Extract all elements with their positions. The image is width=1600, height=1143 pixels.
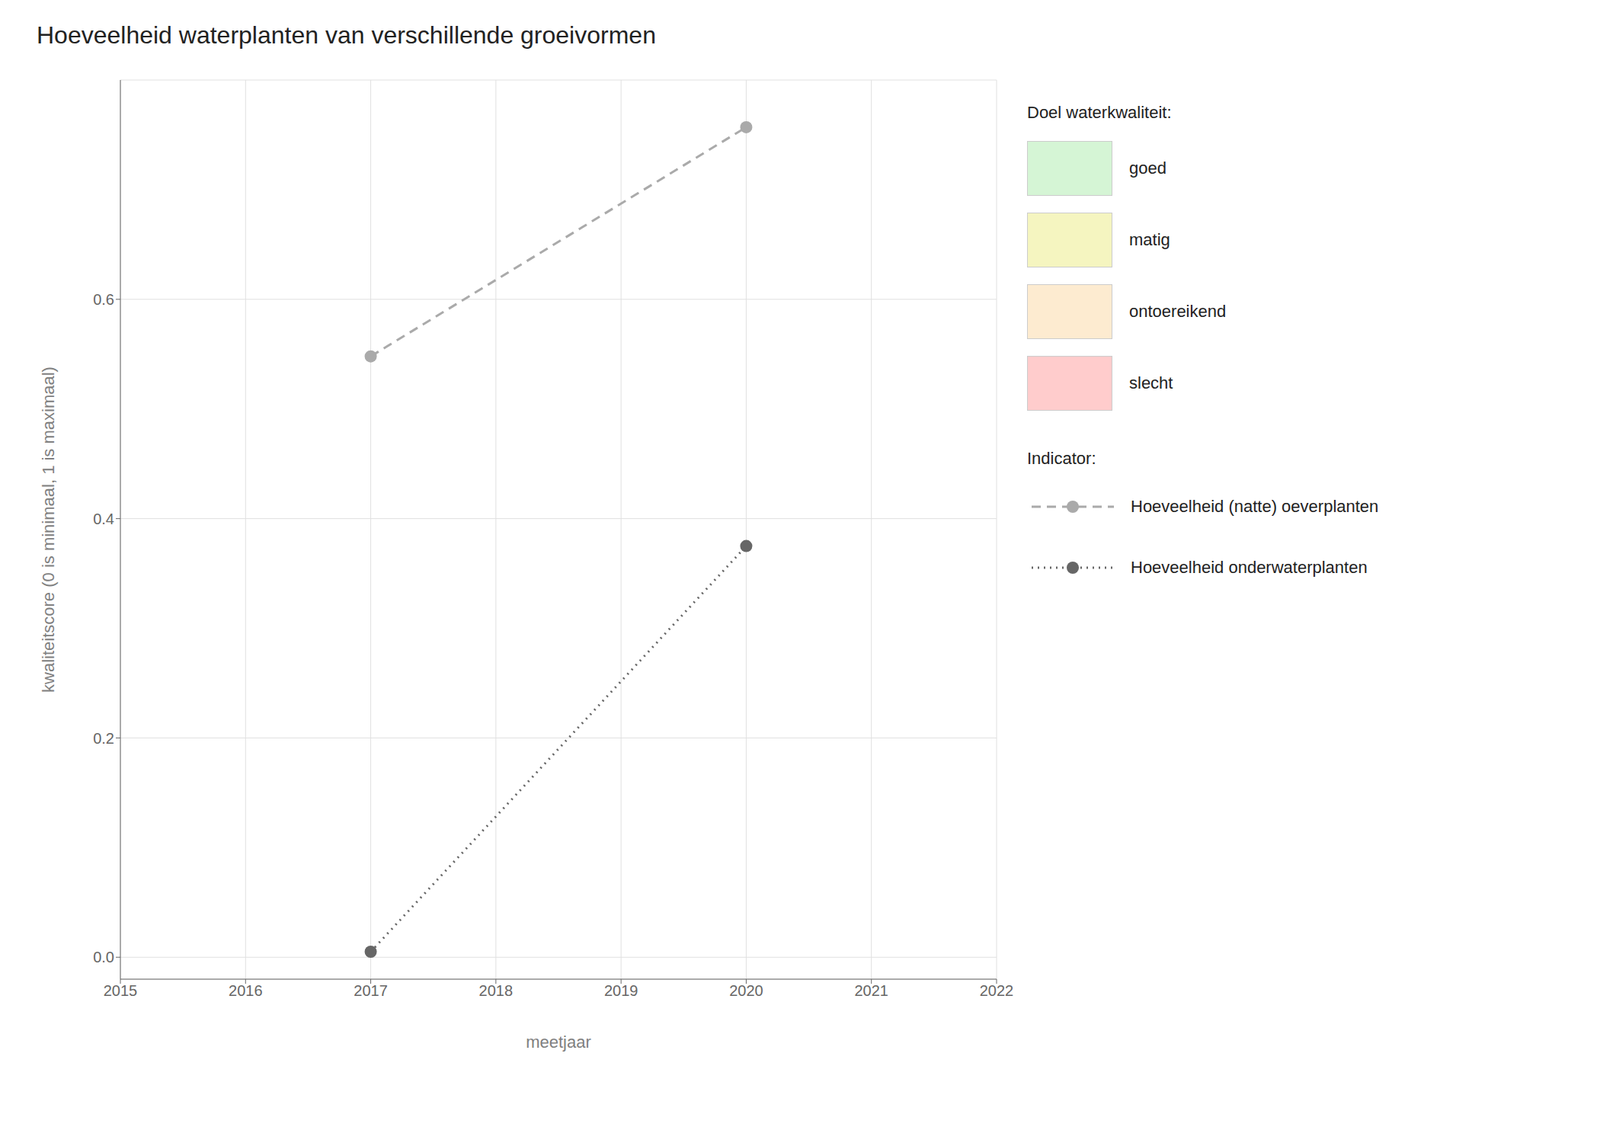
html-text:slecht: slecht bbox=[1129, 373, 1173, 393]
html-text:Doel waterkwaliteit:: Doel waterkwaliteit: bbox=[1027, 102, 1172, 122]
svg-text:0.4: 0.4 bbox=[92, 510, 115, 528]
html-text:Hoeveelheid waterplanten van v: Hoeveelheid waterplanten van verschillen… bbox=[36, 21, 656, 49]
svg-text:kwaliteitscore (0 is minimaal,: kwaliteitscore (0 is minimaal, 1 is maxi… bbox=[38, 366, 58, 693]
svg-text:2020: 2020 bbox=[729, 982, 764, 999]
svg-text:2018: 2018 bbox=[479, 982, 514, 999]
html-text:Hoeveelheid onderwaterplanten: Hoeveelheid onderwaterplanten bbox=[1130, 557, 1368, 577]
svg-text:2017: 2017 bbox=[353, 982, 388, 999]
html-text:Hoeveelheid (natte) oeverplant: Hoeveelheid (natte) oeverplanten bbox=[1130, 496, 1379, 516]
svg-text:2016: 2016 bbox=[228, 982, 263, 999]
svg-text:2015: 2015 bbox=[103, 982, 138, 999]
svg-text:0.2: 0.2 bbox=[92, 729, 115, 747]
svg-text:0.0: 0.0 bbox=[92, 948, 115, 966]
html-text:goed: goed bbox=[1129, 158, 1167, 178]
svg-text:0.6: 0.6 bbox=[92, 291, 115, 308]
html-text:ontoereikend: ontoereikend bbox=[1129, 301, 1227, 321]
svg-text:2021: 2021 bbox=[854, 982, 889, 999]
html-text:Indicator:: Indicator: bbox=[1027, 448, 1096, 468]
html-text:matig: matig bbox=[1129, 230, 1171, 250]
svg-text:meetjaar: meetjaar bbox=[525, 1032, 592, 1052]
svg-text:2022: 2022 bbox=[979, 982, 1015, 999]
svg-text:2019: 2019 bbox=[604, 982, 639, 999]
